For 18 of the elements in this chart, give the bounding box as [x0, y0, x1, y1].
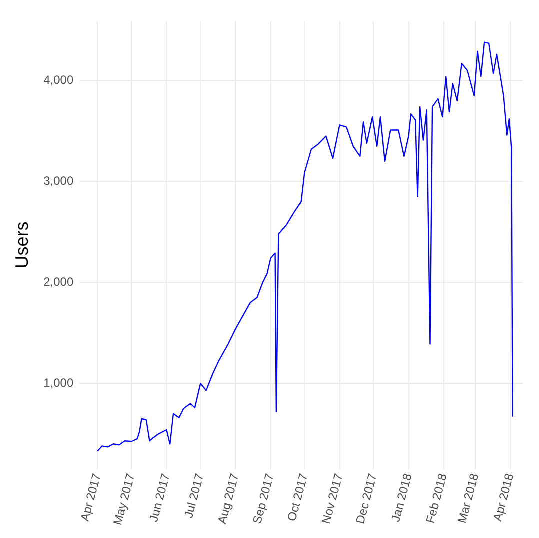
x-tick-label: Sep 2017: [250, 472, 277, 526]
x-tick-label: Feb 2018: [423, 472, 450, 525]
x-tick-label: May 2017: [110, 472, 138, 527]
x-tick-label: Oct 2017: [284, 472, 311, 523]
x-tick-label: Jan 2018: [388, 472, 415, 524]
y-tick-label: 3,000: [44, 174, 74, 188]
x-tick-label: Apr 2018: [490, 472, 517, 523]
y-axis-title: Users: [12, 222, 32, 269]
x-tick-label: Mar 2018: [454, 472, 482, 525]
y-tick-label: 4,000: [44, 73, 74, 88]
x-tick-label: Jul 2017: [181, 472, 207, 520]
x-tick-label: Dec 2017: [352, 472, 380, 526]
y-tick-label: 2,000: [44, 274, 74, 289]
x-tick-label: Jun 2017: [146, 472, 173, 524]
x-tick-label: Nov 2017: [319, 472, 346, 526]
x-tick-label: Apr 2017: [78, 472, 104, 523]
y-tick-label: 1,000: [44, 376, 74, 390]
x-tick-label: Aug 2017: [214, 472, 242, 526]
